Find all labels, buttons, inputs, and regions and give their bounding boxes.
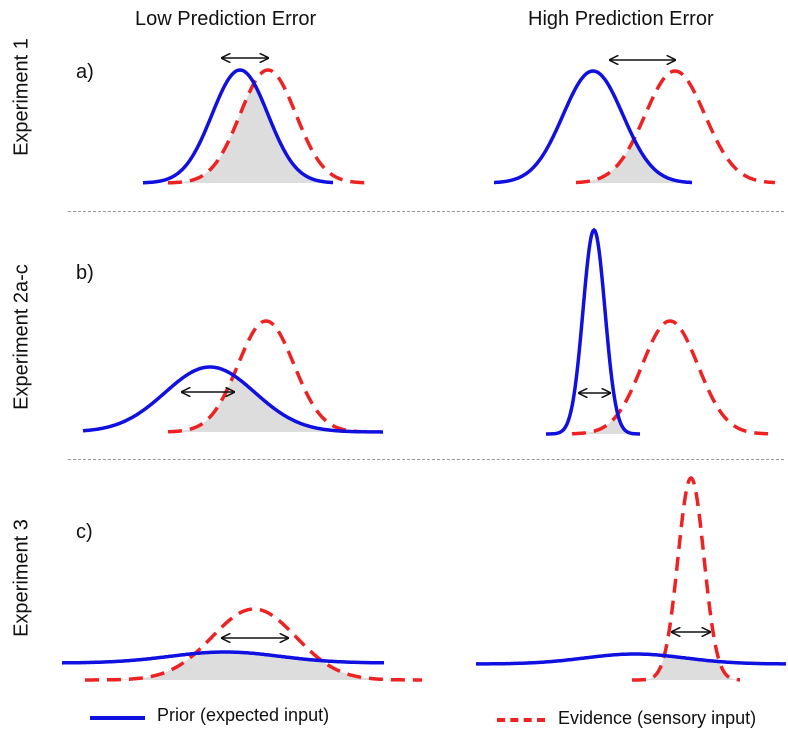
column-title-low-prediction-error: Low Prediction Error bbox=[135, 8, 317, 30]
evidence-curve-c-low bbox=[85, 607, 422, 682]
evidence-curve-a-low bbox=[168, 68, 368, 185]
panel-letter-c: c) bbox=[76, 521, 93, 543]
prior-curve-a-high bbox=[494, 69, 692, 185]
row-divider-1 bbox=[68, 211, 784, 212]
evidence-curve-c-high bbox=[632, 475, 740, 682]
prior-curve-b-low bbox=[82, 365, 383, 434]
row-divider-2 bbox=[68, 459, 784, 460]
legend-prior-label: Prior (expected input) bbox=[157, 705, 330, 725]
prior-curve-c-low bbox=[62, 650, 384, 665]
legend-evidence-line bbox=[497, 718, 545, 722]
prior-curve-c-high bbox=[476, 652, 786, 666]
evidence-curve-a-high bbox=[576, 69, 776, 185]
legend-evidence-label: Evidence (sensory input) bbox=[558, 708, 757, 728]
prior-curve-b-high bbox=[546, 227, 640, 436]
prior-curve-a-low bbox=[143, 68, 333, 185]
evidence-curve-b-low bbox=[167, 319, 366, 434]
legend-prior-line bbox=[90, 716, 145, 720]
panel-letter-a: a) bbox=[76, 61, 94, 83]
overlap-area-c-low bbox=[85, 652, 384, 680]
overlap-area-a-low bbox=[168, 83, 333, 183]
evidence-curve-b-high bbox=[571, 319, 769, 436]
column-title-high-prediction-error: High Prediction Error bbox=[528, 8, 714, 30]
panel-letter-b: b) bbox=[76, 262, 94, 284]
overlap-area-a-high bbox=[576, 139, 692, 183]
